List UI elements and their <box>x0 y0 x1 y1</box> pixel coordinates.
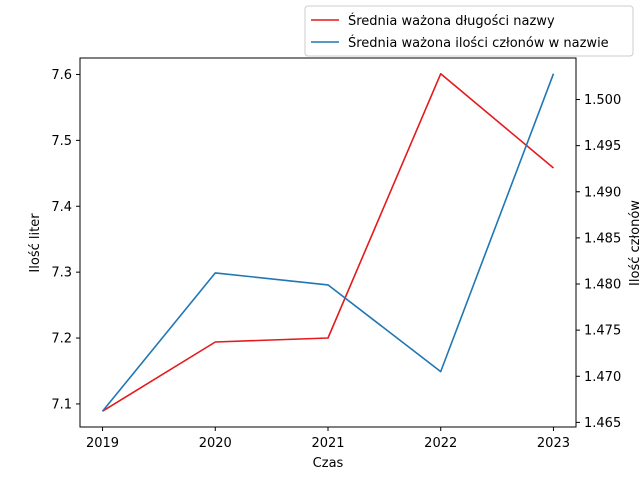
left-y-tick-label: 7.4 <box>51 200 72 215</box>
right-y-tick-label: 1.470 <box>584 370 621 385</box>
series-line-length <box>102 73 555 412</box>
x-tick-label: 2023 <box>537 436 570 451</box>
left-y-tick-label: 7.5 <box>51 134 72 149</box>
legend: Średnia ważona długości nazwy Średnia wa… <box>304 5 634 57</box>
x-tick-label: 2020 <box>199 436 232 451</box>
right-y-tick-label: 1.465 <box>584 416 621 431</box>
right-y-axis: 1.465 1.470 1.475 1.480 1.485 1.490 1.495 1.500 <box>576 93 621 431</box>
legend-box <box>304 5 634 57</box>
right-y-tick-label: 1.495 <box>584 139 621 154</box>
right-y-tick-label: 1.490 <box>584 185 621 200</box>
legend-label-parts: Średnia ważona ilości członów w nazwie <box>348 35 609 51</box>
left-y-tick-label: 7.6 <box>51 68 72 83</box>
left-y-axis: 7.1 7.2 7.3 7.4 7.5 7.6 <box>51 68 80 412</box>
right-y-tick-label: 1.480 <box>584 278 621 293</box>
series-line-parts <box>101 73 555 412</box>
x-axis: 2019 2020 2021 2022 2023 <box>86 427 570 451</box>
left-y-tick-label: 7.2 <box>51 332 72 347</box>
x-tick-label: 2022 <box>424 436 457 451</box>
series-lines <box>101 73 555 412</box>
right-y-tick-label: 1.500 <box>584 93 621 108</box>
legend-label-length: Średnia ważona długości nazwy <box>348 13 555 29</box>
left-y-tick-label: 7.3 <box>51 266 72 281</box>
left-y-axis-label: Ilość liter <box>28 213 43 273</box>
x-tick-label: 2021 <box>311 436 344 451</box>
plot-frame <box>79 57 577 428</box>
right-y-tick-label: 1.485 <box>584 231 621 246</box>
left-y-tick-label: 7.1 <box>51 397 72 412</box>
right-y-axis-label: Ilość członów <box>628 200 640 286</box>
x-axis-label: Czas <box>313 456 344 471</box>
x-tick-label: 2019 <box>86 436 119 451</box>
right-y-tick-label: 1.475 <box>584 324 621 339</box>
